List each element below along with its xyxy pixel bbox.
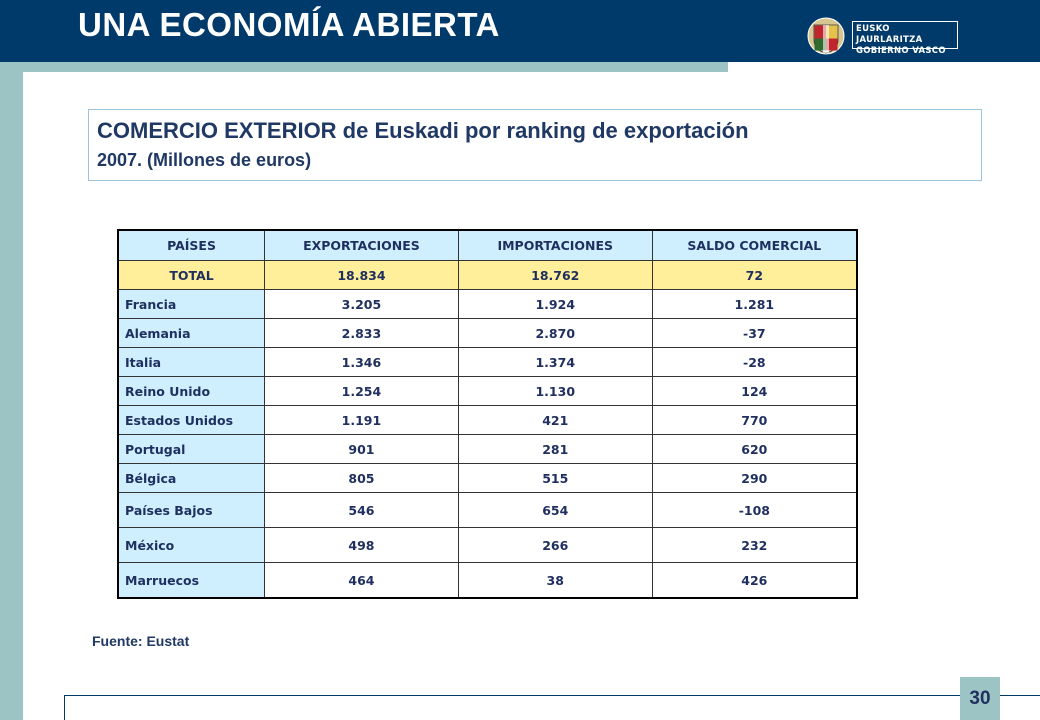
imports-cell: 281 — [457, 434, 653, 464]
gobierno-vasco-logo: EUSKO JAURLARITZA GOBIERNO VASCO — [804, 16, 960, 56]
total-exports: 18.834 — [264, 260, 459, 290]
country-cell: Francia — [117, 289, 266, 319]
imports-cell: 1.130 — [457, 376, 653, 406]
page-title: UNA ECONOMÍA ABIERTA — [78, 6, 500, 43]
subtitle-secondary: 2007. (Millones de euros) — [97, 150, 312, 170]
exports-cell: 805 — [264, 463, 459, 493]
left-accent-bar — [0, 62, 23, 720]
table-row: Portugal 901 281 620 — [117, 434, 858, 464]
balance-cell: 426 — [651, 562, 858, 599]
exports-cell: 901 — [264, 434, 459, 464]
slide-subtitle-box: COMERCIO EXTERIOR de Euskadi por ranking… — [88, 109, 982, 181]
balance-cell: 1.281 — [651, 289, 858, 319]
exports-cell: 1.346 — [264, 347, 459, 377]
country-cell: México — [117, 527, 266, 563]
exports-cell: 1.191 — [264, 405, 459, 435]
imports-cell: 654 — [457, 492, 653, 528]
footer-divider-tick — [64, 695, 65, 720]
imports-cell: 266 — [457, 527, 653, 563]
balance-cell: -108 — [651, 492, 858, 528]
table-row: México 498 266 232 — [117, 527, 858, 563]
balance-cell: 124 — [651, 376, 858, 406]
exports-cell: 2.833 — [264, 318, 459, 348]
header-bar: UNA ECONOMÍA ABIERTA EUSKO JAURLARITZA G… — [0, 0, 1040, 62]
exports-cell: 546 — [264, 492, 459, 528]
header-accent-bar — [0, 62, 728, 72]
subtitle-main: COMERCIO EXTERIOR de Euskadi por ranking… — [97, 118, 749, 143]
header-importaciones: IMPORTACIONES — [457, 229, 653, 261]
balance-cell: 620 — [651, 434, 858, 464]
imports-cell: 1.924 — [457, 289, 653, 319]
page-number: 30 — [960, 677, 1000, 720]
header-saldo-comercial: SALDO COMERCIAL — [651, 229, 858, 261]
country-cell: Reino Unido — [117, 376, 266, 406]
total-label: TOTAL — [117, 260, 266, 290]
coat-of-arms-icon — [807, 17, 845, 55]
table-row: Países Bajos 546 654 -108 — [117, 492, 858, 528]
trade-table: PAÍSES EXPORTACIONES IMPORTACIONES SALDO… — [117, 229, 858, 599]
table-row: Bélgica 805 515 290 — [117, 463, 858, 493]
table-row: Italia 1.346 1.374 -28 — [117, 347, 858, 377]
exports-cell: 1.254 — [264, 376, 459, 406]
header-paises: PAÍSES — [117, 229, 266, 261]
footer-divider — [64, 695, 1040, 696]
table-row: Marruecos 464 38 426 — [117, 562, 858, 599]
country-cell: Países Bajos — [117, 492, 266, 528]
imports-cell: 38 — [457, 562, 653, 599]
imports-cell: 421 — [457, 405, 653, 435]
exports-cell: 3.205 — [264, 289, 459, 319]
country-cell: Marruecos — [117, 562, 266, 599]
country-cell: Alemania — [117, 318, 266, 348]
exports-cell: 498 — [264, 527, 459, 563]
logo-text-box: EUSKO JAURLARITZA GOBIERNO VASCO — [852, 21, 958, 56]
logo-line-basque: EUSKO JAURLARITZA — [856, 24, 923, 45]
imports-cell: 515 — [457, 463, 653, 493]
logo-line-spanish: GOBIERNO VASCO — [856, 46, 946, 56]
country-cell: Portugal — [117, 434, 266, 464]
imports-cell: 1.374 — [457, 347, 653, 377]
total-imports: 18.762 — [457, 260, 653, 290]
balance-cell: -28 — [651, 347, 858, 377]
balance-cell: -37 — [651, 318, 858, 348]
balance-cell: 770 — [651, 405, 858, 435]
total-balance: 72 — [651, 260, 858, 290]
table-header-row: PAÍSES EXPORTACIONES IMPORTACIONES SALDO… — [117, 229, 858, 261]
table-row: Reino Unido 1.254 1.130 124 — [117, 376, 858, 406]
table-row: Estados Unidos 1.191 421 770 — [117, 405, 858, 435]
imports-cell: 2.870 — [457, 318, 653, 348]
country-cell: Estados Unidos — [117, 405, 266, 435]
table-row: Francia 3.205 1.924 1.281 — [117, 289, 858, 319]
total-row: TOTAL 18.834 18.762 72 — [117, 260, 858, 290]
source-note: Fuente: Eustat — [92, 633, 190, 649]
country-cell: Italia — [117, 347, 266, 377]
table-row: Alemania 2.833 2.870 -37 — [117, 318, 858, 348]
exports-cell: 464 — [264, 562, 459, 599]
balance-cell: 232 — [651, 527, 858, 563]
country-cell: Bélgica — [117, 463, 266, 493]
header-exportaciones: EXPORTACIONES — [264, 229, 459, 261]
balance-cell: 290 — [651, 463, 858, 493]
